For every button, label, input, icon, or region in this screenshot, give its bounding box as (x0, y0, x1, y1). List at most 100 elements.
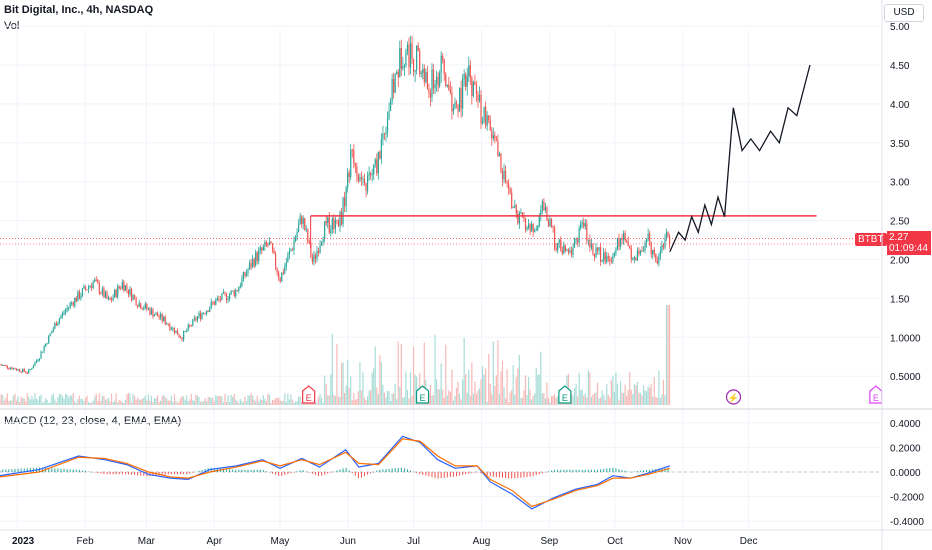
volume-bar (173, 394, 176, 405)
volume-bar (141, 398, 143, 405)
candle-body (524, 218, 527, 230)
candle-body (371, 174, 373, 176)
macd-tick-label: -0.4000 (890, 517, 924, 528)
candle-body (15, 369, 18, 371)
macd-histogram-bar (164, 472, 166, 475)
volume-bar (192, 399, 194, 405)
volume-bar (339, 397, 341, 405)
macd-histogram-bar (8, 469, 10, 472)
candle-body (527, 224, 530, 228)
candle-body (48, 335, 50, 344)
volume-bar (448, 390, 450, 405)
volume-bar (179, 398, 182, 405)
volume-bar (45, 398, 47, 405)
macd-histogram-bar (124, 472, 126, 475)
macd-histogram-bar (75, 469, 77, 472)
macd-histogram-bar (394, 468, 396, 472)
candle-body (222, 292, 225, 294)
volume-bar (247, 395, 249, 405)
volume-bar (606, 383, 608, 405)
candle-body (190, 325, 192, 327)
candle-body (385, 131, 387, 134)
candle-body (652, 249, 654, 255)
volume-bar (423, 342, 425, 405)
macd-histogram-bar (376, 470, 378, 472)
volume-bar (216, 396, 218, 405)
candle-body (668, 236, 671, 245)
volume-bar (296, 401, 298, 405)
candle-body (100, 292, 102, 294)
volume-bar (581, 389, 583, 405)
macd-histogram-bar (449, 472, 451, 478)
volume-bar (81, 398, 84, 405)
volume-bar (118, 399, 120, 405)
macd-histogram-bar (183, 472, 185, 475)
volume-bar (199, 401, 202, 405)
candle-body (34, 362, 36, 366)
candle-body (405, 51, 407, 66)
volume-bar (373, 368, 375, 405)
volume-bar (314, 402, 317, 405)
macd-histogram-bar (72, 469, 74, 472)
candle-body (279, 278, 281, 282)
volume-bar (14, 393, 16, 405)
candle-body (491, 130, 493, 139)
volume-bar (357, 391, 359, 405)
candle-body (623, 233, 625, 240)
volume-bar (86, 395, 88, 405)
candle-body (630, 248, 632, 260)
macd-histogram-bar (566, 469, 568, 472)
candle-body (267, 244, 269, 246)
candle-body (95, 279, 97, 281)
volume-bar (15, 400, 18, 405)
macd-histogram-bar (547, 471, 549, 472)
volume-bar (636, 382, 638, 405)
candle-body (28, 369, 30, 373)
candle-body (596, 247, 599, 251)
candle-body (537, 226, 539, 230)
volume-bar (618, 400, 620, 405)
volume-bar (37, 400, 39, 405)
volume-bar (609, 397, 611, 405)
candle-body (299, 216, 301, 225)
volume-bar (629, 371, 631, 405)
macd-histogram-bar (354, 472, 356, 476)
candle-body (150, 309, 153, 315)
volume-bar (362, 372, 364, 405)
candle-body (426, 71, 428, 89)
candle-body (593, 253, 596, 257)
volume-bar (46, 400, 48, 405)
candle-body (330, 229, 332, 233)
volume-bar (84, 397, 87, 405)
candle-body (146, 303, 148, 309)
volume-bar (40, 394, 42, 405)
macd-histogram-bar (262, 470, 264, 472)
macd-histogram-bar (296, 471, 298, 472)
time-tick-label: Dec (740, 536, 758, 547)
time-tick-label: Aug (473, 536, 491, 547)
macd-histogram-bar (581, 469, 583, 472)
time-tick-label: Nov (674, 536, 692, 547)
volume-bar (668, 305, 671, 405)
volume-bar (26, 393, 28, 405)
event-marker-label: E (420, 393, 426, 403)
candle-body (399, 48, 401, 78)
candle-body (229, 294, 231, 300)
volume-bar (431, 395, 433, 405)
candle-body (294, 237, 297, 242)
currency-button[interactable]: USD (884, 4, 924, 22)
macd-histogram-bar (633, 471, 635, 473)
candle-body (256, 252, 258, 262)
candle-body (339, 211, 341, 227)
volume-bar (389, 400, 392, 405)
macd-histogram-bar (541, 472, 543, 474)
candle-body (471, 77, 473, 96)
macd-histogram-bar (400, 467, 402, 472)
macd-histogram-bar (302, 470, 304, 472)
volume-bar (600, 397, 602, 405)
candle-body (227, 299, 229, 301)
volume-bar (265, 401, 268, 405)
candle-body (271, 243, 274, 251)
candle-body (492, 135, 494, 139)
